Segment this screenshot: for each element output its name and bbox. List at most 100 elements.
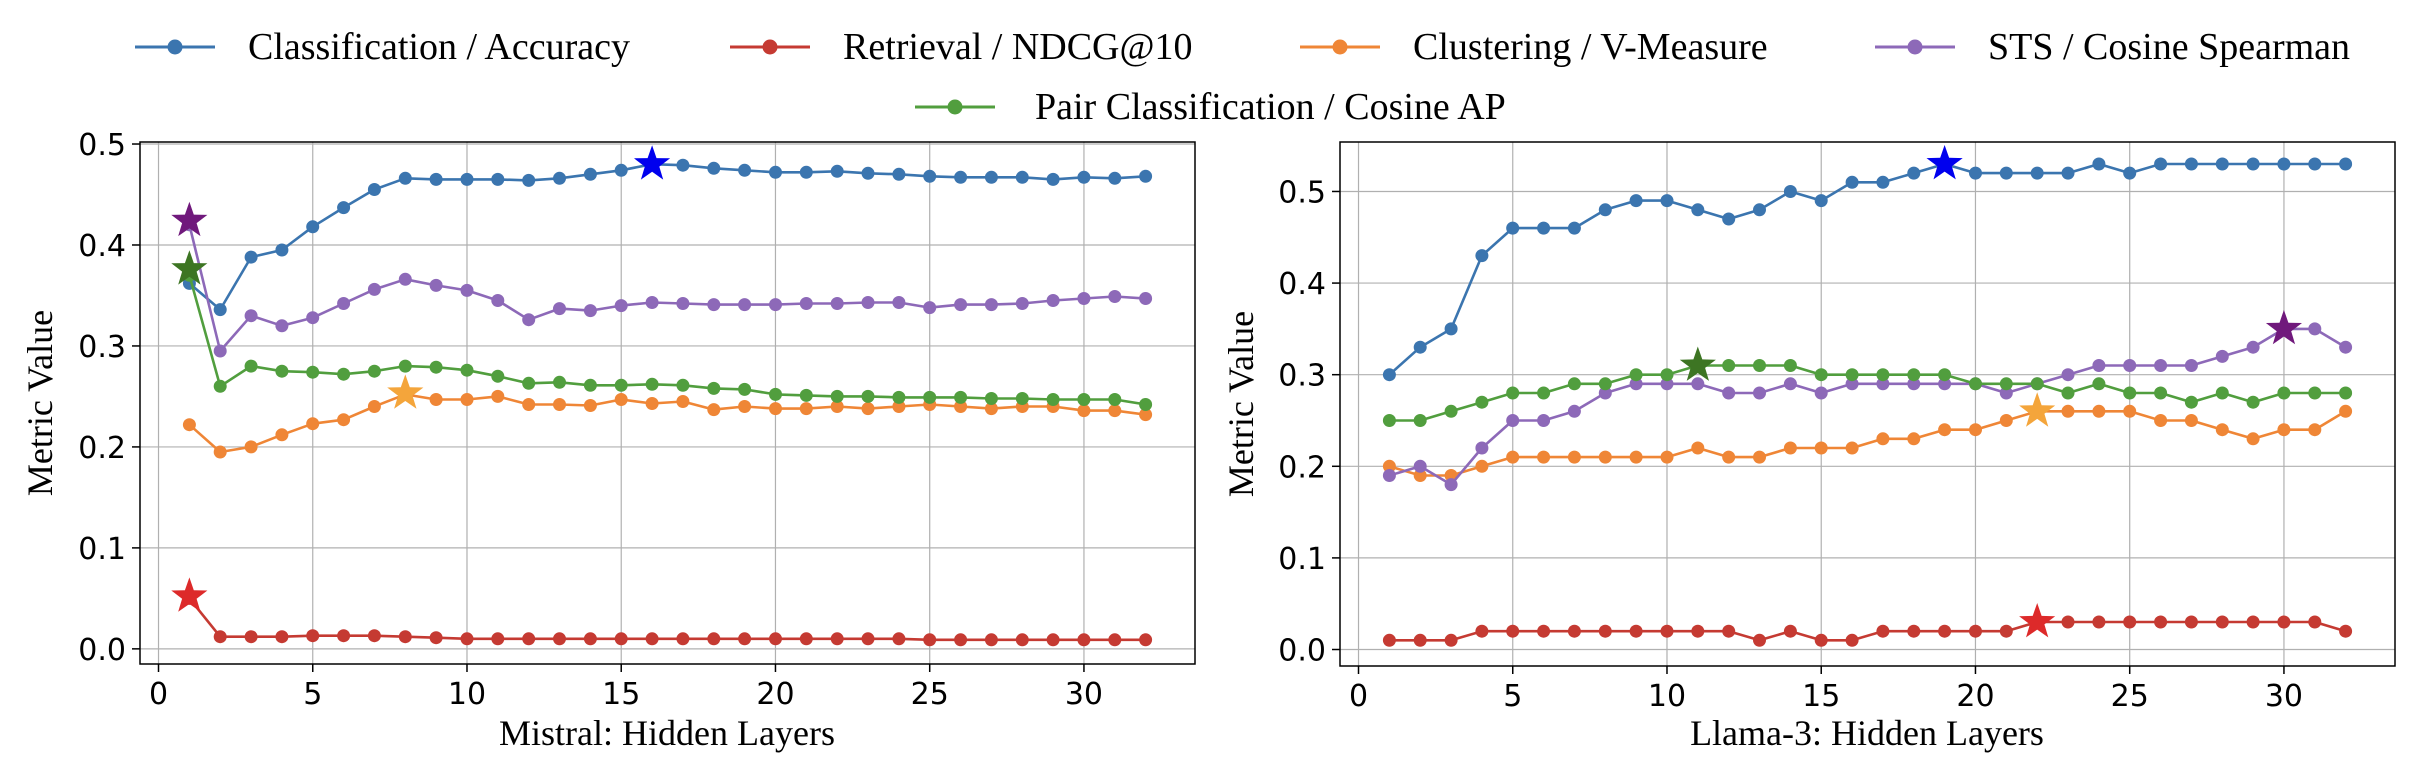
data-point-pair-classification <box>892 390 906 404</box>
data-point-clustering <box>1938 423 1952 437</box>
data-point-sts <box>2308 322 2322 336</box>
data-point-retrieval <box>676 632 690 646</box>
x-tick-label: 10 <box>1648 679 1686 714</box>
data-point-retrieval <box>429 631 443 645</box>
data-point-pair-classification <box>1413 414 1427 427</box>
legend-entry-classification: Classification / Accuracy <box>135 26 630 68</box>
data-point-pair-classification <box>1938 368 1952 382</box>
data-point-sts <box>707 298 721 312</box>
llama3-plot: 0 5 10 15 20 25 30 0.0 0.1 0.2 0.3 0.4 0.5 Llama-3: … <box>1221 141 2396 753</box>
legend-entry-pair-classification: Pair Classification / Cosine AP <box>915 86 1506 128</box>
data-point-retrieval <box>2061 615 2075 629</box>
x-tick-label: 5 <box>1503 679 1522 714</box>
data-point-pair-classification <box>1660 368 1674 382</box>
data-point-retrieval <box>2123 615 2137 629</box>
data-point-clustering <box>491 389 505 403</box>
data-point-retrieval <box>1139 633 1153 647</box>
data-point-retrieval <box>1537 624 1551 638</box>
data-point-classification <box>1753 203 1766 217</box>
data-point-sts <box>2123 359 2137 372</box>
data-point-retrieval <box>2092 615 2106 629</box>
data-point-classification <box>1046 172 1060 186</box>
data-point-pair-classification <box>1108 393 1122 406</box>
data-point-retrieval <box>1598 624 1612 638</box>
data-point-sts <box>1475 441 1489 455</box>
series-pair-classification <box>1382 359 2353 427</box>
data-point-retrieval <box>1077 633 1091 647</box>
data-point-pair-classification <box>522 376 536 390</box>
plot-frame <box>139 141 1196 665</box>
data-point-sts <box>213 344 227 358</box>
data-point-clustering <box>954 400 968 413</box>
data-point-clustering <box>460 393 474 406</box>
data-point-pair-classification <box>2308 386 2322 400</box>
data-point-retrieval <box>367 629 381 643</box>
data-point-clustering <box>861 402 875 416</box>
data-point-classification <box>1077 170 1091 184</box>
data-point-classification <box>1845 175 1859 189</box>
data-point-clustering <box>182 418 196 432</box>
data-point-pair-classification <box>2061 386 2075 400</box>
data-point-pair-classification <box>491 369 505 383</box>
data-point-pair-classification <box>1907 368 1921 382</box>
data-point-sts <box>2339 340 2353 354</box>
data-point-sts <box>1444 478 1458 492</box>
data-point-classification <box>1506 221 1520 235</box>
data-point-clustering <box>1660 450 1674 464</box>
data-point-pair-classification <box>2277 386 2291 400</box>
data-point-retrieval <box>1046 633 1060 647</box>
data-point-retrieval <box>1938 624 1952 638</box>
data-point-pair-classification <box>1999 377 2013 391</box>
data-point-classification <box>1660 194 1674 208</box>
data-point-pair-classification <box>1969 377 1982 391</box>
data-point-classification <box>1783 185 1797 198</box>
data-point-classification <box>2123 166 2137 180</box>
data-point-sts <box>1814 386 1828 400</box>
data-point-pair-classification <box>1783 359 1797 372</box>
x-tick-label: 20 <box>756 677 794 712</box>
data-point-clustering <box>553 398 566 411</box>
best-layer-star-pair-classification <box>171 250 208 285</box>
data-point-clustering <box>1506 450 1520 464</box>
data-point-classification <box>1444 322 1458 336</box>
data-point-retrieval <box>769 632 782 646</box>
data-point-clustering <box>1783 441 1797 455</box>
data-point-pair-classification <box>1506 386 1520 400</box>
x-tick-label: 15 <box>602 677 640 712</box>
data-point-pair-classification <box>645 377 659 391</box>
data-point-retrieval <box>645 632 659 646</box>
data-point-classification <box>1382 368 1396 382</box>
data-point-retrieval <box>1907 624 1921 638</box>
x-tick-label: 25 <box>2111 679 2149 714</box>
legend-marker-sts <box>1907 39 1923 55</box>
data-point-clustering <box>583 399 597 412</box>
data-point-sts <box>892 296 906 309</box>
data-point-clustering <box>892 400 906 413</box>
data-point-clustering <box>1999 414 2013 427</box>
legend-marker-retrieval <box>762 39 778 55</box>
data-point-classification <box>244 250 258 264</box>
data-point-pair-classification <box>861 389 875 403</box>
data-point-pair-classification <box>2154 386 2168 400</box>
data-point-retrieval <box>522 632 536 646</box>
data-point-retrieval <box>1015 633 1029 647</box>
data-point-pair-classification <box>614 378 628 392</box>
y-axis-label: Metric Value <box>20 310 60 496</box>
data-point-classification <box>2277 157 2291 171</box>
data-point-sts <box>1845 377 1859 391</box>
best-layer-star-sts <box>171 201 208 237</box>
data-point-pair-classification <box>1814 368 1828 382</box>
data-point-pair-classification <box>1876 368 1890 382</box>
x-tick-label: 0 <box>1349 679 1368 714</box>
x-tick-label: 25 <box>911 677 949 712</box>
x-tick-label: 30 <box>1065 677 1103 712</box>
data-point-classification <box>1876 175 1890 189</box>
data-point-pair-classification <box>1015 392 1029 405</box>
data-point-classification <box>460 172 474 186</box>
data-point-clustering <box>645 397 659 410</box>
series-classification <box>1382 157 2353 382</box>
data-point-pair-classification <box>2184 395 2198 409</box>
data-point-clustering <box>738 400 752 413</box>
data-point-retrieval <box>2277 615 2291 629</box>
